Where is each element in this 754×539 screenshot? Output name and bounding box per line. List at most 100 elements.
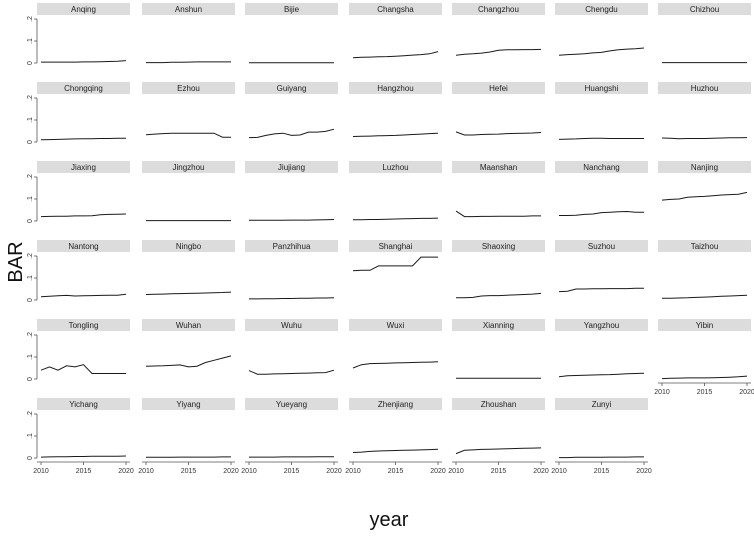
series-line bbox=[146, 62, 231, 63]
panel-title: Taizhou bbox=[691, 242, 719, 251]
x-tick-label: 2015 bbox=[594, 468, 610, 475]
series-line bbox=[146, 133, 231, 137]
x-axis-title: year bbox=[370, 509, 409, 531]
series-line bbox=[41, 138, 126, 140]
panel-title: Suzhou bbox=[588, 242, 615, 251]
panel-title: Zhenjiang bbox=[378, 400, 413, 409]
series-line bbox=[41, 214, 126, 217]
panel-changzhou: Changzhou bbox=[452, 3, 545, 55]
panel-suzhou: Suzhou bbox=[555, 240, 648, 292]
panel-title: Hefei bbox=[489, 84, 508, 93]
panel-taizhou: Taizhou bbox=[658, 240, 751, 298]
panel-title: Shaoxing bbox=[482, 242, 515, 251]
x-tick-label: 2010 bbox=[345, 468, 361, 475]
series-line bbox=[353, 133, 438, 136]
panel-title: Jingzhou bbox=[172, 163, 204, 172]
series-line bbox=[559, 373, 644, 377]
series-line bbox=[353, 362, 438, 368]
y-tick-label: .1 bbox=[27, 275, 34, 281]
panel-huangshi: Huangshi bbox=[555, 82, 648, 139]
panel-title: Jiujiang bbox=[278, 163, 305, 172]
panel-title: Anshun bbox=[175, 5, 202, 14]
y-tick-label: 0 bbox=[27, 456, 34, 460]
x-tick-label: 2015 bbox=[388, 468, 404, 475]
panel-title: Shanghai bbox=[379, 242, 413, 251]
series-line bbox=[456, 211, 541, 217]
panel-title: Wuhu bbox=[281, 321, 302, 330]
y-tick-label: .2 bbox=[27, 16, 34, 22]
panel-title: Changsha bbox=[377, 5, 414, 14]
panel-title: Yichang bbox=[69, 400, 98, 409]
panel-bijie: Bijie bbox=[245, 3, 338, 63]
panel-shanghai: Shanghai bbox=[349, 240, 442, 271]
x-tick-label: 2010 bbox=[138, 468, 154, 475]
series-line bbox=[456, 49, 541, 55]
series-line bbox=[41, 365, 126, 374]
y-tick-label: 0 bbox=[27, 140, 34, 144]
x-tick-label: 2020 bbox=[636, 468, 652, 475]
series-line bbox=[456, 132, 541, 135]
x-tick-label: 2015 bbox=[697, 389, 713, 396]
panel-jiujiang: Jiujiang bbox=[245, 161, 338, 220]
x-tick-label: 2015 bbox=[284, 468, 300, 475]
panel-title: Huangshi bbox=[585, 84, 619, 93]
x-tick-label: 2020 bbox=[326, 468, 342, 475]
series-line bbox=[353, 449, 438, 452]
panel-title: Nanchang bbox=[583, 163, 619, 172]
panel-panzhihua: Panzhihua bbox=[245, 240, 338, 299]
series-line bbox=[456, 448, 541, 454]
series-line bbox=[41, 61, 126, 63]
series-line bbox=[353, 52, 438, 58]
panel-title: Nanjing bbox=[691, 163, 718, 172]
panel-title: Nantong bbox=[68, 242, 98, 251]
panel-maanshan: Maanshan bbox=[452, 161, 545, 217]
y-tick-label: 0 bbox=[27, 219, 34, 223]
panel-title: Panzhihua bbox=[273, 242, 311, 251]
panel-chengdu: Chengdu bbox=[555, 3, 648, 55]
panel-title: Ningbo bbox=[176, 242, 202, 251]
panel-title: Maanshan bbox=[480, 163, 517, 172]
panel-title: Zhoushan bbox=[481, 400, 517, 409]
panel-title: Chizhou bbox=[690, 5, 719, 14]
panel-anshun: Anshun bbox=[142, 3, 235, 63]
panel-changsha: Changsha bbox=[349, 3, 442, 58]
panel-nanchang: Nanchang bbox=[555, 161, 648, 216]
y-tick-label: 0 bbox=[27, 61, 34, 65]
panel-title: Changzhou bbox=[478, 5, 519, 14]
x-tick-label: 2020 bbox=[118, 468, 134, 475]
panel-luzhou: Luzhou bbox=[349, 161, 442, 220]
x-tick-label: 2015 bbox=[76, 468, 92, 475]
panel-yangzhou: Yangzhou bbox=[555, 319, 648, 377]
panel-wuhan: Wuhan bbox=[142, 319, 235, 367]
series-line bbox=[662, 192, 747, 200]
series-line bbox=[559, 457, 644, 458]
y-tick-label: .1 bbox=[27, 433, 34, 439]
y-tick-label: 0 bbox=[27, 377, 34, 381]
panel-shaoxing: Shaoxing bbox=[452, 240, 545, 298]
y-tick-label: .2 bbox=[27, 332, 34, 338]
series-line bbox=[353, 218, 438, 220]
y-tick-label: 0 bbox=[27, 298, 34, 302]
series-line bbox=[559, 138, 644, 139]
panel-hefei: Hefei bbox=[452, 82, 545, 135]
panel-chizhou: Chizhou bbox=[658, 3, 751, 63]
y-tick-label: .1 bbox=[27, 38, 34, 44]
series-line bbox=[353, 257, 438, 271]
y-axis-title: BAR bbox=[5, 241, 27, 282]
x-tick-label: 2020 bbox=[223, 468, 239, 475]
panel-title: Xianning bbox=[483, 321, 514, 330]
panel-title: Yibin bbox=[696, 321, 714, 330]
panel-title: Yiyang bbox=[176, 400, 200, 409]
panel-title: Wuhan bbox=[176, 321, 201, 330]
